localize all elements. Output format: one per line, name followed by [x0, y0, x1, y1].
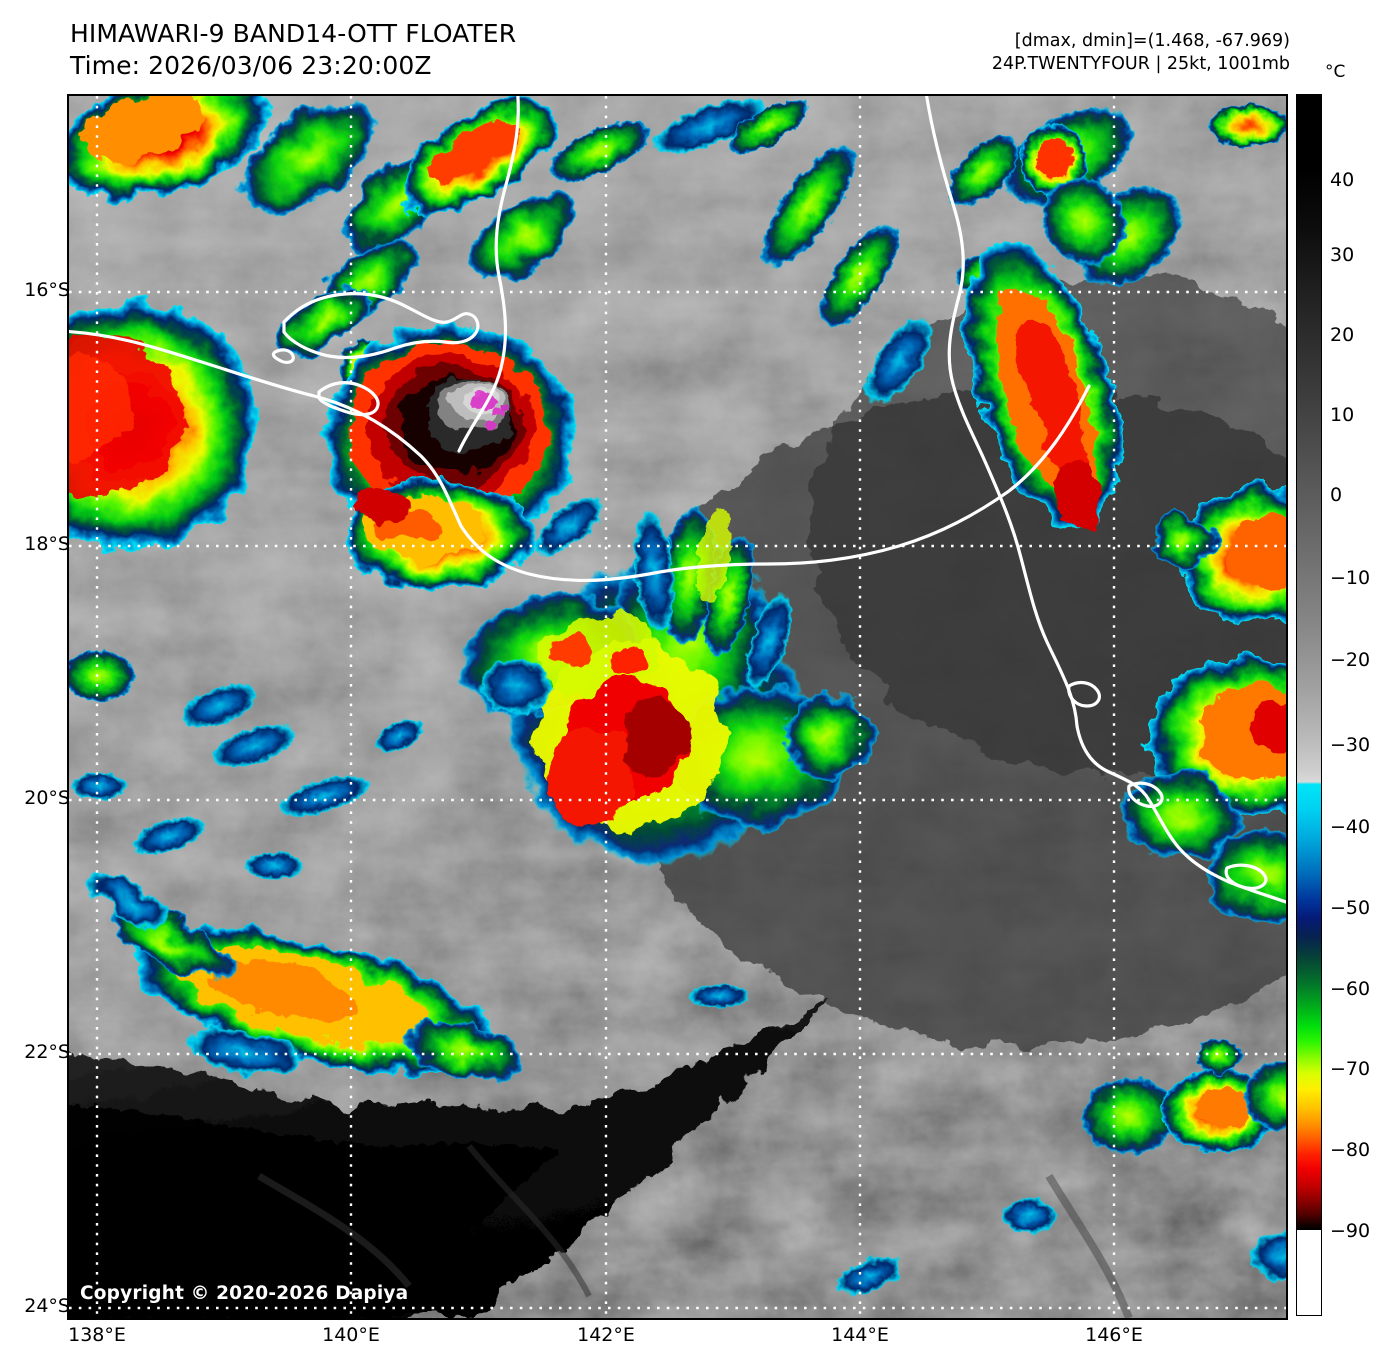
ytick-label-24S: 24°S [24, 1295, 70, 1317]
land-terrain-line-3 [1045, 1173, 1133, 1318]
coastline-gulf-south [69, 329, 771, 582]
ytick-label-22S: 22°S [24, 1041, 70, 1063]
satellite-imagery [69, 96, 1286, 1318]
warm-clear-region-northeast [809, 276, 1286, 776]
colorbar-tick-m40: −40 [1330, 816, 1371, 838]
colorbar-tick-m90: −90 [1330, 1220, 1371, 1242]
xtick-label-138E: 138°E [68, 1324, 126, 1346]
satellite-image-panel[interactable]: Copyright © 2020-2026 Dapiya [67, 94, 1288, 1320]
colorbar-white-tail [1296, 1230, 1322, 1316]
land-terrain-line-1 [257, 1172, 412, 1289]
colorbar-tick-m10: −10 [1330, 567, 1371, 589]
convective-cell-overshooting-top [324, 324, 574, 592]
colorbar-tick-40: 40 [1330, 169, 1355, 191]
convective-cells-far-east [1119, 486, 1286, 922]
colorbar-tick-m50: −50 [1330, 897, 1371, 919]
convective-cluster-central [460, 506, 877, 866]
convective-band-north-centre [534, 98, 933, 557]
coastline-east-main [924, 96, 1079, 728]
land-terrain-line-2 [466, 1144, 592, 1298]
convective-band-southwest [88, 873, 523, 1082]
land-warm-core-sw [69, 1136, 469, 1318]
page-title: HIMAWARI-9 BAND14-OTT FLOATER [70, 19, 517, 48]
colorbar-tick-m80: −80 [1330, 1139, 1371, 1161]
coastline-cape-york-west [457, 96, 520, 453]
convective-cell-east-coast-line [965, 241, 1123, 531]
coastline-bay-loop-1 [1067, 680, 1101, 708]
xtick-label-144E: 144°E [831, 1324, 889, 1346]
colorbar-tick-10: 10 [1330, 404, 1355, 426]
colorbar-tick-m30: −30 [1330, 734, 1371, 756]
dmax-dmin-label: [dmax, dmin]=(1.468, -67.969) [1014, 31, 1290, 51]
header-metadata-block: [dmax, dmin]=(1.468, -67.969) 24P.TWENTY… [992, 30, 1290, 76]
colorbar-tick-m20: −20 [1330, 649, 1371, 671]
colorbar-gradient [1297, 95, 1321, 1315]
storm-info-label: 24P.TWENTYFOUR | 25kt, 1001mb [991, 53, 1290, 74]
colorbar-unit-label: °C [1325, 62, 1346, 82]
ytick-label-16S: 16°S [24, 279, 70, 301]
temperature-colorbar[interactable] [1296, 94, 1322, 1316]
coastline-bay-loop-3 [1224, 863, 1268, 890]
small-cell-south-centre [689, 984, 749, 1008]
coastline-bay-loop-2 [1127, 781, 1164, 808]
xtick-label-142E: 142°E [577, 1324, 635, 1346]
ytick-label-20S: 20°S [24, 787, 70, 809]
coastline-island-groote [282, 292, 480, 360]
colorbar-tick-m70: −70 [1330, 1058, 1371, 1080]
copyright-label: Copyright © 2020-2026 Dapiya [80, 1283, 409, 1304]
xtick-label-146E: 146°E [1085, 1324, 1143, 1346]
timestamp-line: Time: 2026/03/06 23:20:00Z [70, 51, 432, 80]
coastline-overlay [69, 96, 1286, 904]
convective-cells-southeast [836, 1038, 1286, 1296]
colorbar-tick-0: 0 [1330, 484, 1343, 506]
convective-cells-midwest [69, 650, 424, 880]
graticule-grid [69, 96, 1286, 1318]
coastline-island-sir-edward [317, 381, 380, 417]
convective-cell-east-coast-north [1020, 125, 1127, 266]
colorbar-tick-30: 30 [1330, 244, 1355, 266]
xtick-label-140E: 140°E [322, 1324, 380, 1346]
ytick-label-18S: 18°S [24, 533, 70, 555]
coastline-gulf-east [767, 384, 1091, 566]
header-title-block: HIMAWARI-9 BAND14-OTT FLOATER Time: 2026… [70, 18, 516, 82]
colorbar-tick-m60: −60 [1330, 978, 1371, 1000]
coastline-islet-small [271, 348, 295, 364]
colorbar-tick-20: 20 [1330, 324, 1355, 346]
